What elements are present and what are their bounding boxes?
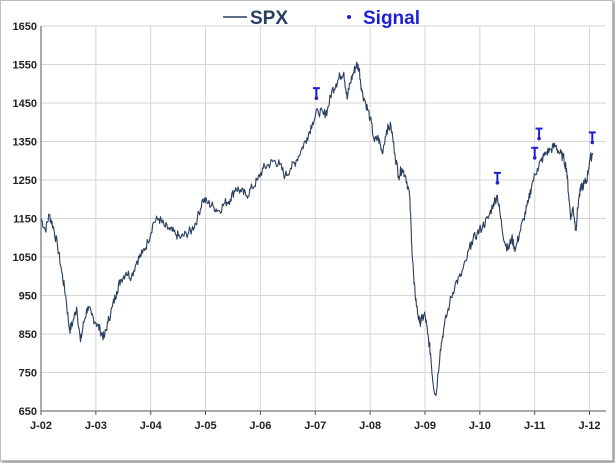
y-tick-label: 650 [19, 406, 37, 418]
legend-signal-swatch [347, 15, 351, 19]
signal-marker [493, 171, 501, 185]
y-tick-label: 1450 [13, 98, 37, 110]
x-tick-label: J-09 [414, 420, 436, 432]
y-tick-label: 1250 [13, 175, 37, 187]
signal-marker-dot [590, 140, 595, 145]
signal-marker [312, 87, 320, 100]
legend-signal-label: Signal [363, 8, 420, 29]
y-tick-label: 1350 [13, 137, 37, 149]
x-tick-label: J-07 [304, 420, 326, 432]
x-tick-label: J-02 [30, 420, 52, 432]
y-tick-label: 850 [19, 329, 37, 341]
signal-marker-dot [495, 181, 500, 185]
x-tick-label: J-03 [85, 420, 107, 432]
signal-marker-dot [314, 96, 319, 100]
signal-marker [535, 127, 543, 141]
x-tick-label: J-12 [579, 420, 601, 432]
grid-layer [40, 25, 606, 412]
series-line-spx [40, 61, 594, 397]
y-tick-label: 1150 [13, 214, 37, 226]
legend: SPX Signal [223, 8, 420, 29]
signal-marker [531, 146, 539, 160]
y-tick-label: 1650 [13, 21, 37, 33]
axis-layer: 650 750 850 950 1050 1150 1250 1350 1450 1550 1650… [13, 21, 606, 432]
x-tick-label: J-05 [195, 420, 217, 432]
x-tick-label: J-04 [140, 420, 163, 432]
signal-marker [588, 131, 596, 145]
signal-layer [312, 87, 596, 185]
x-tick-label: J-11 [524, 420, 545, 432]
x-tick-label: J-06 [249, 420, 271, 432]
series-layer [40, 61, 594, 397]
legend-spx-label: SPX [250, 8, 288, 29]
signal-marker-dot [537, 136, 541, 141]
y-tick-label: 1550 [13, 60, 37, 72]
x-tick-label: J-10 [469, 420, 491, 432]
y-tick-label: 750 [19, 368, 37, 380]
y-tick-label: 950 [19, 291, 37, 303]
y-tick-label: 1050 [13, 252, 37, 264]
x-tick-label: J-08 [359, 420, 381, 432]
signal-marker-dot [532, 156, 537, 160]
